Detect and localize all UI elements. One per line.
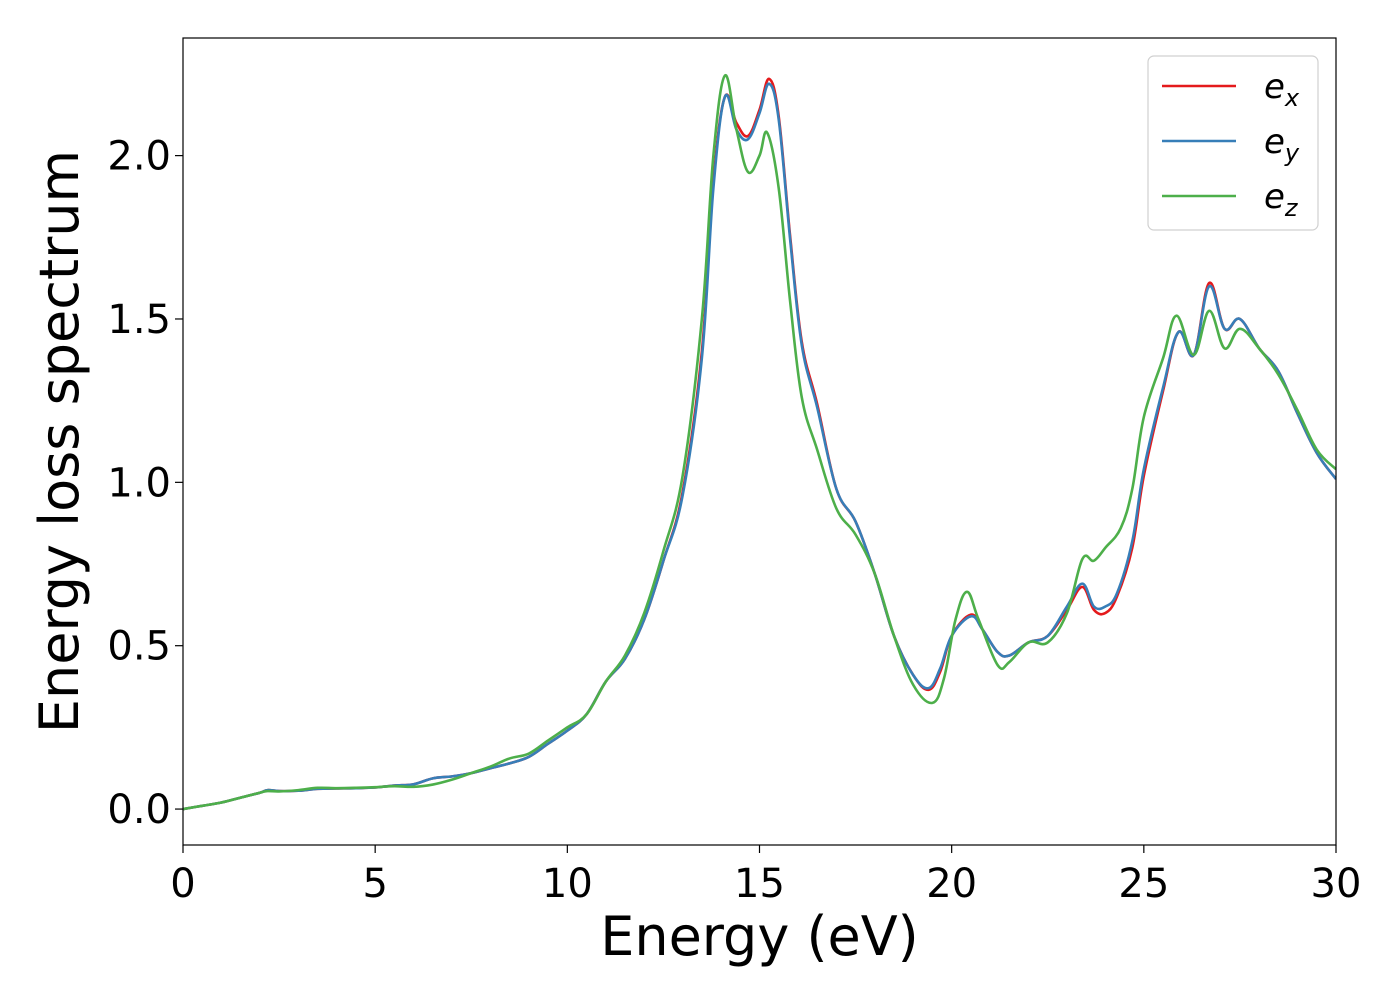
y-axis-ticks: 0.0 0.5 1.0 1.5 2.0 — [107, 134, 183, 833]
legend-label-y: ey — [1264, 122, 1300, 167]
y-tick-label: 0.5 — [107, 624, 171, 670]
series-line-z — [183, 74, 1336, 811]
legend: ex ey ez — [1147, 55, 1319, 231]
x-tick-label: 30 — [1311, 861, 1362, 907]
y-axis-label: Energy loss spectrum — [28, 150, 91, 733]
x-tick-label: 25 — [1118, 861, 1169, 907]
y-tick-label: 0.0 — [107, 787, 171, 833]
x-tick-label: 10 — [542, 861, 593, 907]
x-tick-label: 0 — [170, 861, 195, 907]
x-axis-ticks: 0 5 10 15 20 25 30 — [170, 845, 1361, 907]
series-layer — [183, 74, 1336, 811]
x-tick-label: 15 — [734, 861, 785, 907]
y-tick-label: 1.5 — [107, 297, 171, 343]
y-tick-label: 2.0 — [107, 134, 171, 180]
legend-label-x: ex — [1264, 67, 1300, 112]
y-tick-label: 1.0 — [107, 460, 171, 506]
legend-label-z: ez — [1264, 177, 1299, 222]
x-tick-label: 20 — [926, 861, 977, 907]
legend-box — [1147, 55, 1319, 231]
x-axis-label: Energy (eV) — [600, 905, 919, 968]
x-tick-label: 5 — [362, 861, 387, 907]
